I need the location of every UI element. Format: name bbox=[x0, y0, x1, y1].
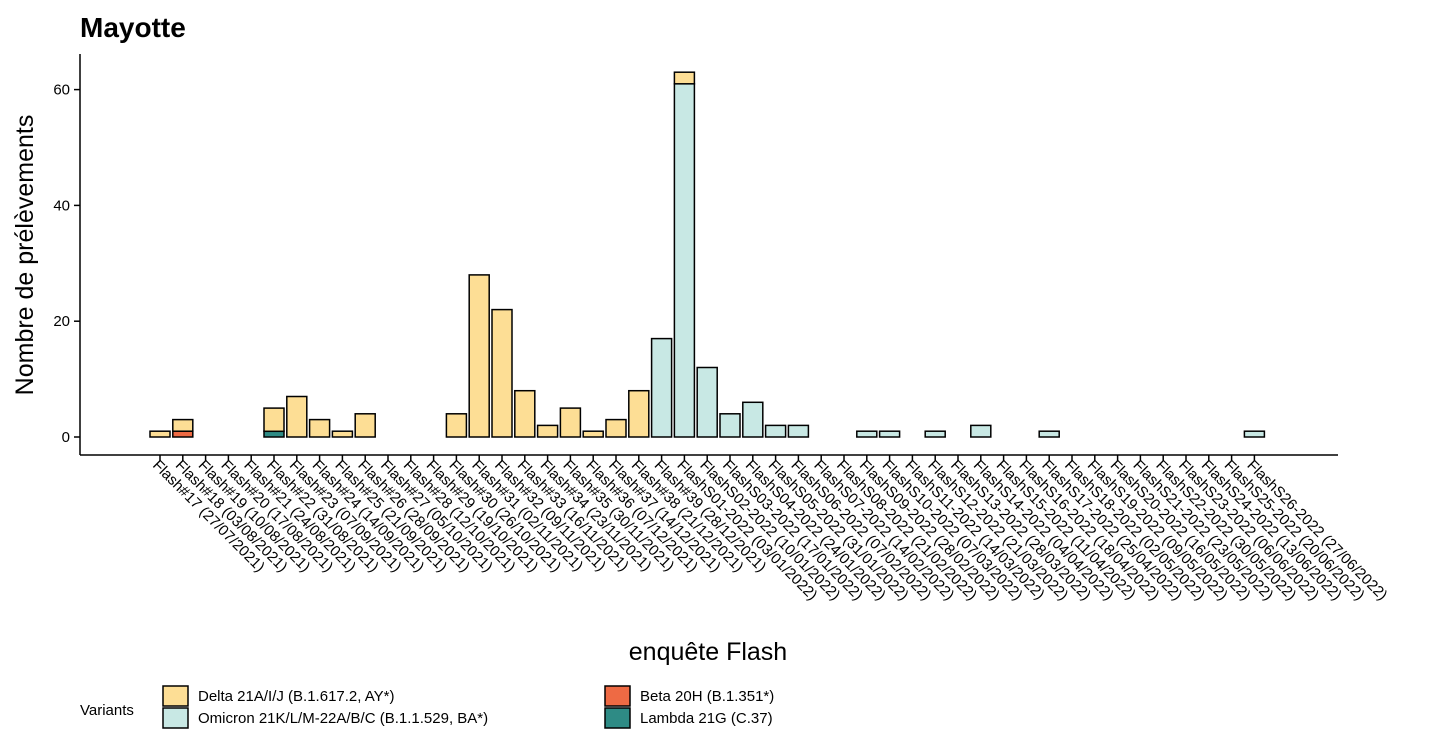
y-tick-label: 20 bbox=[53, 313, 70, 330]
legend-swatch bbox=[162, 685, 189, 707]
y-tick-label: 60 bbox=[53, 82, 70, 99]
bar-segment bbox=[331, 430, 354, 438]
legend-label: Beta 20H (B.1.351*) bbox=[640, 688, 774, 705]
bar-segment bbox=[354, 413, 376, 438]
legend-label: Delta 21A/I/J (B.1.617.2, AY*) bbox=[198, 688, 395, 705]
bar-segment bbox=[673, 71, 696, 85]
y-tick-label: 40 bbox=[53, 197, 70, 214]
bar-segment bbox=[673, 83, 696, 438]
y-ticks: 0 20 40 60 bbox=[53, 82, 80, 446]
bar-segment bbox=[514, 389, 536, 438]
bar-segment bbox=[172, 418, 194, 432]
bar-segment bbox=[308, 418, 331, 438]
bar-segment bbox=[149, 430, 171, 438]
bar-segment bbox=[582, 430, 604, 438]
bar-segment bbox=[263, 430, 285, 438]
bar-segment bbox=[742, 401, 764, 438]
bar-segment bbox=[924, 430, 946, 438]
legend-title: Variants bbox=[80, 702, 134, 719]
bar-segment bbox=[696, 366, 718, 438]
legend-swatch bbox=[604, 707, 631, 729]
bar-segment bbox=[856, 430, 878, 438]
chart-title: Mayotte bbox=[80, 12, 186, 43]
x-axis-title: enquête Flash bbox=[629, 638, 787, 666]
bar-segment bbox=[491, 308, 513, 438]
bars-group bbox=[149, 71, 1266, 438]
bar-segment bbox=[172, 430, 194, 438]
bar-segment bbox=[263, 407, 285, 433]
bar-segment bbox=[878, 430, 901, 438]
bar-segment bbox=[1038, 430, 1060, 438]
bar-segment bbox=[468, 274, 490, 438]
x-ticks: Flash#17 (27/07/2021)Flash#18 (03/08/202… bbox=[149, 455, 1391, 604]
bar-segment bbox=[787, 424, 810, 438]
bar-segment bbox=[628, 389, 650, 438]
bar-segment bbox=[536, 424, 559, 438]
bar-segment bbox=[605, 418, 627, 438]
legend-swatch bbox=[162, 707, 189, 729]
bar-segment bbox=[286, 395, 308, 438]
y-axis-title: Nombre de prélèvements bbox=[11, 115, 39, 396]
bar-segment bbox=[970, 424, 992, 438]
legend-label: Lambda 21G (C.37) bbox=[640, 710, 773, 727]
bar-segment bbox=[445, 413, 468, 438]
bar-segment bbox=[650, 337, 673, 438]
y-tick-label: 0 bbox=[62, 429, 70, 446]
legend: Delta 21A/I/J (B.1.617.2, AY*) Beta 20H (… bbox=[162, 685, 774, 729]
bar-segment bbox=[1243, 430, 1266, 438]
legend-swatch bbox=[604, 685, 631, 707]
legend-label: Omicron 21K/L/M-22A/B/C (B.1.1.529, BA*) bbox=[198, 710, 488, 727]
bar-segment bbox=[719, 413, 741, 438]
bar-segment bbox=[764, 424, 787, 438]
bar-segment bbox=[559, 407, 582, 438]
